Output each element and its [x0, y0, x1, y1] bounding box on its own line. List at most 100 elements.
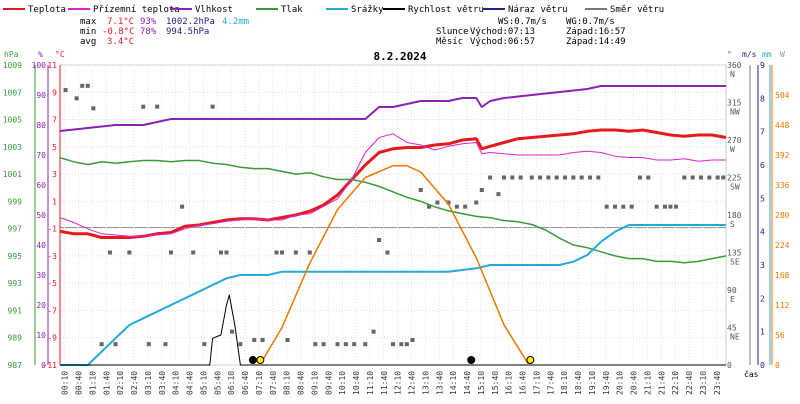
stat-value: 7.1°C [107, 17, 134, 27]
x-tick-label: 10:40 [352, 371, 361, 395]
x-axis-label: čas [744, 369, 759, 379]
dir-compass-label: E [730, 295, 735, 304]
solar-tick-label: 448 [775, 121, 790, 130]
series-line [59, 85, 726, 132]
plot-area [59, 83, 727, 366]
wind-direction-point [654, 204, 659, 209]
info-text: Západ:16:57 [566, 27, 626, 37]
header: Teplota Přízemní teplota Vlhkost Tlak Srážky… [3, 5, 664, 47]
x-tick-label: 07:10 [255, 371, 264, 395]
chart-title: 8.2.2024 [374, 50, 427, 63]
legend-label: Náraz větru [508, 5, 568, 15]
wind-direction-point [546, 175, 551, 180]
mm-axis-unit: mm [762, 50, 772, 59]
wind-direction-point [252, 338, 257, 342]
wind-direction-point [435, 200, 440, 205]
pct-tick-label: 70 [36, 151, 46, 160]
wind-direction-point [427, 204, 432, 209]
pct-tick-label: 60 [36, 181, 46, 190]
wind-direction-point [180, 204, 185, 209]
x-tick-label: 09:10 [310, 371, 319, 395]
solar-tick-label: 224 [775, 241, 790, 250]
wind-direction-point [285, 338, 290, 342]
pct-tick-label: 20 [36, 301, 46, 310]
dir-compass-label: NE [730, 333, 740, 342]
pct-tick-label: 30 [36, 271, 46, 280]
x-tick-label: 11:10 [366, 371, 375, 395]
x-tick-label: 05:40 [213, 371, 222, 395]
x-tick-label: 07:40 [269, 371, 278, 395]
x-tick-label: 20:10 [616, 371, 625, 395]
sunrise-marker [256, 356, 265, 364]
info-text: Slunce [436, 27, 469, 37]
degc-axis-unit: °C [55, 50, 65, 59]
solar-tick-label: 504 [775, 91, 790, 100]
dir-tick-label: 270 [727, 136, 742, 145]
series-line [259, 164, 530, 366]
stat-value: max [80, 17, 97, 27]
solar-tick-label: 280 [775, 211, 790, 220]
x-tick-label: 19:10 [588, 371, 597, 395]
wind-direction-point [596, 175, 601, 180]
wind-direction-point [218, 250, 223, 255]
wind-direction-point [224, 250, 229, 255]
dir-tick-label: 135 [727, 249, 742, 258]
x-tick-label: 09:40 [324, 371, 333, 395]
wind-direction-point [554, 175, 559, 180]
pct-tick-label: 50 [36, 211, 46, 220]
hpa-tick-label: 1009 [3, 61, 22, 70]
legend-label: Srážky [351, 5, 384, 15]
wind-direction-point [313, 342, 318, 347]
stat-value: min [80, 27, 96, 37]
x-tick-label: 14:10 [449, 371, 458, 395]
degc-tick-label: 9 [52, 88, 57, 97]
wind-direction-point [621, 204, 626, 209]
wind-direction-point [230, 329, 235, 334]
legend-label: Přízemní teplota [93, 5, 180, 15]
degc-tick-label: -5 [47, 279, 57, 288]
legend-label: Vlhkost [195, 5, 233, 15]
x-tick-label: 05:10 [199, 371, 208, 395]
wind-direction-point [662, 204, 667, 209]
dir-tick-label: 360 [727, 61, 742, 70]
wind-direction-point [715, 175, 720, 180]
dir-tick-label: 225 [727, 174, 742, 183]
wind-direction-point [280, 250, 284, 255]
solar-tick-label: 0 [775, 361, 780, 370]
degc-tick-label: 11 [47, 61, 57, 70]
dir-axis-unit: ° [727, 50, 732, 59]
wind-direction-point [446, 200, 451, 205]
wind-direction-point [274, 250, 279, 255]
x-tick-label: 21:10 [643, 371, 652, 395]
x-tick-label: 11:40 [380, 371, 389, 395]
stat-value: avg [80, 37, 96, 47]
x-tick-label: 02:40 [130, 371, 139, 395]
ms-tick-label: 1 [760, 328, 765, 337]
legend-label: Rychlost větru [408, 5, 484, 15]
stat-value: 4.2mm [222, 17, 249, 27]
wind-direction-point [479, 188, 484, 192]
series-line [60, 224, 726, 366]
hpa-axis-unit: hPa [4, 50, 19, 59]
wind-direction-point [463, 204, 468, 209]
wind-direction-point [85, 83, 90, 88]
wind-direction-point [363, 342, 368, 347]
x-tick-label: 10:10 [338, 371, 347, 395]
hpa-tick-label: 993 [8, 279, 23, 288]
solar-tick-label: 168 [775, 271, 790, 280]
stat-value: 78% [140, 27, 157, 37]
x-tick-label: 01:40 [102, 371, 111, 395]
wind-direction-point [307, 250, 312, 255]
pct-tick-label: 40 [36, 241, 46, 250]
ms-tick-label: 6 [760, 161, 765, 170]
dir-compass-label: NW [730, 108, 740, 117]
wind-direction-point [496, 192, 501, 197]
pct-tick-label: 10 [36, 331, 46, 340]
wind-direction-point [410, 338, 415, 342]
ms-tick-label: 4 [760, 228, 765, 237]
wind-direction-point [113, 342, 118, 347]
x-tick-label: 18:10 [560, 371, 569, 395]
info-text: WS:0.7m/s [498, 17, 547, 27]
pct-tick-label: 100 [32, 61, 47, 70]
